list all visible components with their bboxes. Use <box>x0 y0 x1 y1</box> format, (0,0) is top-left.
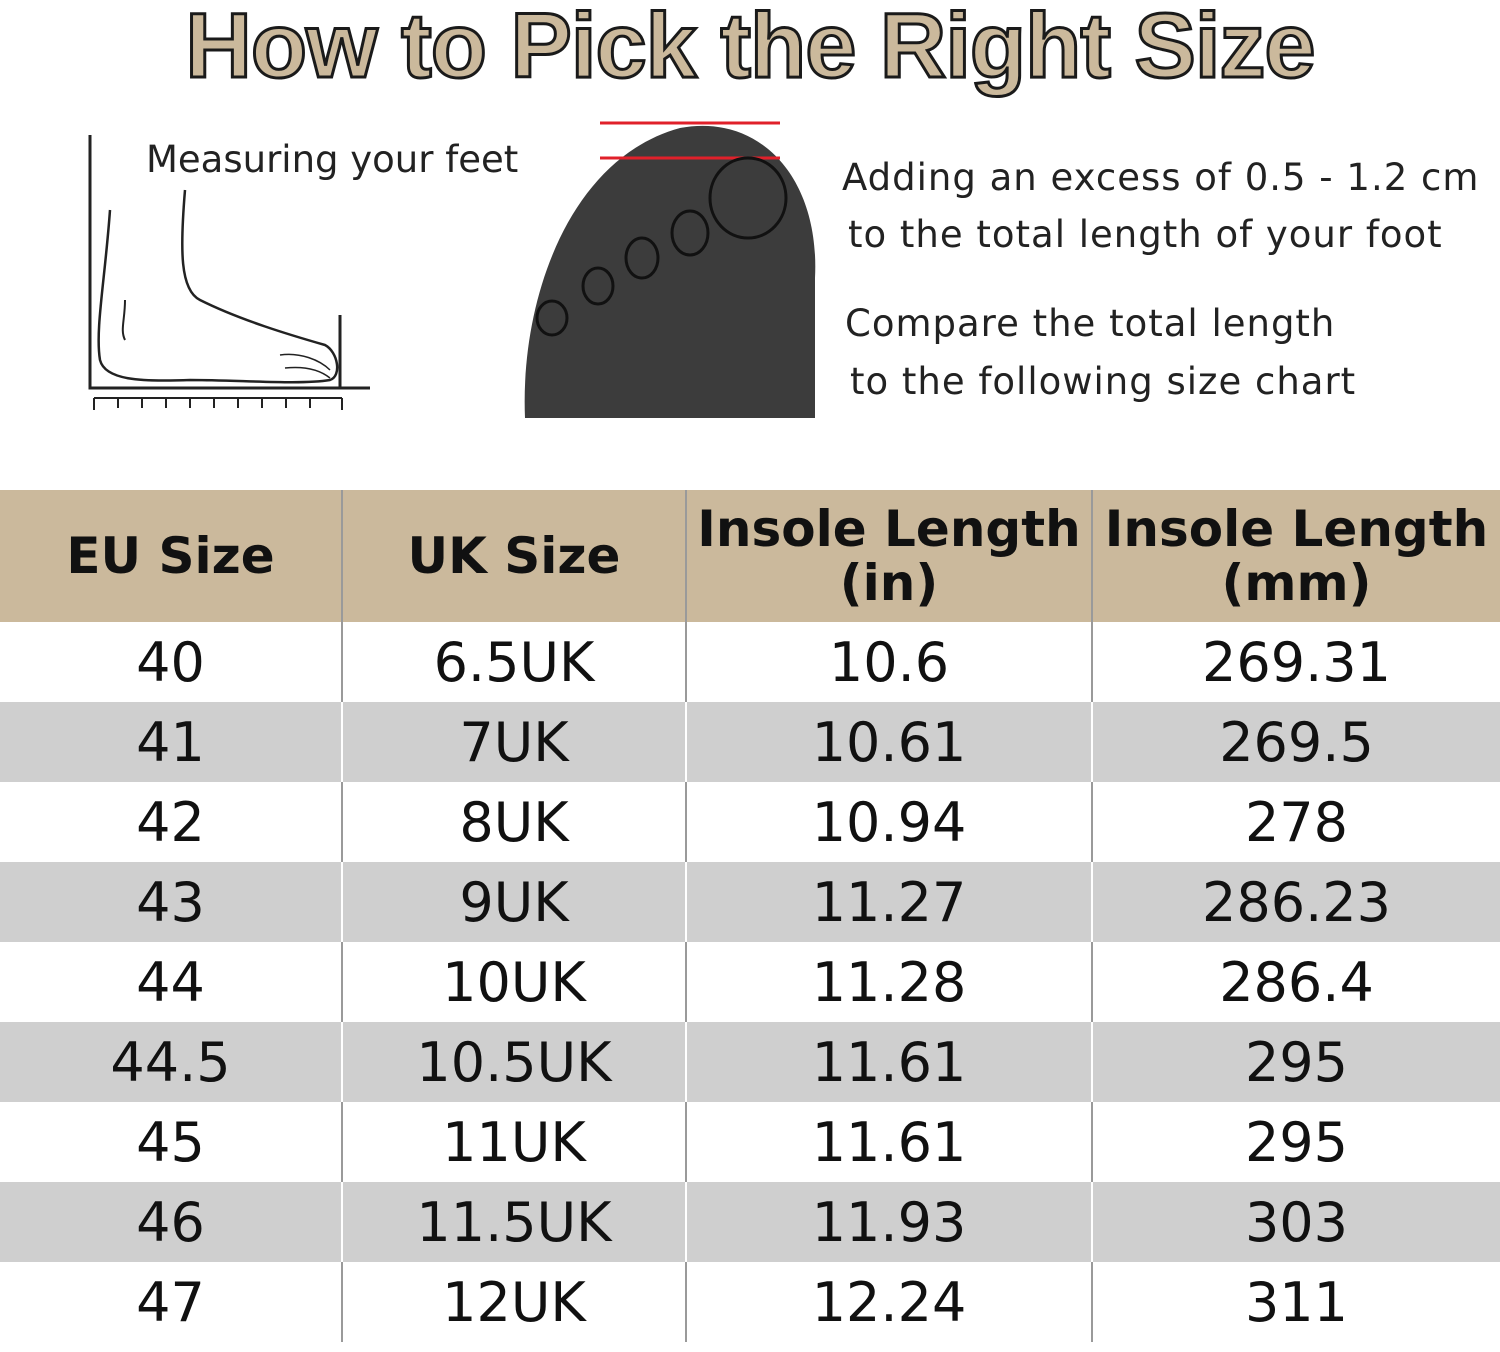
cell-eu-size: 47 <box>136 1270 205 1334</box>
cell-eu-size: 46 <box>0 1182 342 1262</box>
cell-uk-size: 7UK <box>341 702 686 782</box>
cell-insole-in: 11.93 <box>685 1182 1092 1262</box>
cell-eu-size: 44.5 <box>0 1022 342 1102</box>
note-excess: Adding an excess of 0.5 - 1.2 cm <box>842 156 1480 199</box>
header-eu-size: EU Size <box>0 490 342 622</box>
table-row: 42 8UK 10.94 278 <box>0 782 1500 862</box>
foot-measuring-illustration <box>88 135 370 410</box>
cell-eu-size: 44 <box>136 950 205 1014</box>
cell-eu-size: 43 <box>0 862 342 942</box>
cell-insole-in: 11.28 <box>685 942 1092 1022</box>
note-compare-cont: to the following size chart <box>850 360 1357 403</box>
header-insole-in: Insole Length (in) <box>685 490 1092 622</box>
table-row: 44.5 10.5UK 11.61 295 <box>0 1022 1500 1102</box>
cell-eu-size: 45 <box>136 1110 205 1174</box>
note-compare: Compare the total length <box>845 302 1336 345</box>
cell-eu-size: 41 <box>0 702 342 782</box>
cell-uk-size: 12UK <box>341 1262 686 1342</box>
cell-insole-mm: 286.23 <box>1091 862 1500 942</box>
cell-uk-size: 10.5UK <box>341 1022 686 1102</box>
cell-insole-mm: 278 <box>1091 782 1500 862</box>
cell-insole-in: 12.24 <box>685 1262 1092 1342</box>
measuring-label: Measuring your feet <box>146 138 519 181</box>
cell-uk-size: 11.5UK <box>341 1182 686 1262</box>
cell-insole-mm: 286.4 <box>1091 942 1500 1022</box>
cell-insole-in: 10.61 <box>685 702 1092 782</box>
table-header-row: EU Size UK Size Insole Length (in) Insol… <box>0 490 1500 622</box>
table-row: 44 10UK 11.28 286.4 <box>0 942 1500 1022</box>
cell-insole-in: 10.94 <box>685 782 1092 862</box>
toe-sole-illustration <box>524 121 816 418</box>
note-excess-cont: to the total length of your foot <box>848 213 1443 256</box>
table-row: 41 7UK 10.61 269.5 <box>0 702 1500 782</box>
cell-insole-mm: 269.5 <box>1091 702 1500 782</box>
cell-uk-size: 9UK <box>341 862 686 942</box>
cell-uk-size: 8UK <box>341 782 686 862</box>
cell-insole-mm: 303 <box>1091 1182 1500 1262</box>
size-chart-table: EU Size UK Size Insole Length (in) Insol… <box>0 490 1500 1342</box>
table-row: 46 11.5UK 11.93 303 <box>0 1182 1500 1262</box>
cell-eu-size: 42 <box>136 790 205 854</box>
cell-insole-in: 11.61 <box>685 1102 1092 1182</box>
table-row: 43 9UK 11.27 286.23 <box>0 862 1500 942</box>
cell-insole-in: 11.27 <box>685 862 1092 942</box>
cell-insole-mm: 295 <box>1091 1022 1500 1102</box>
table-row: 40 6.5UK 10.6 269.31 <box>0 622 1500 702</box>
table-row: 47 12UK 12.24 311 <box>0 1262 1500 1342</box>
cell-uk-size: 6.5UK <box>341 622 686 702</box>
cell-insole-in: 10.6 <box>685 622 1092 702</box>
page-title: How to Pick the Right Size <box>184 0 1317 99</box>
cell-uk-size: 11UK <box>341 1102 686 1182</box>
cell-insole-mm: 269.31 <box>1091 622 1500 702</box>
cell-insole-mm: 295 <box>1091 1102 1500 1182</box>
cell-uk-size: 10UK <box>341 942 686 1022</box>
cell-eu-size: 40 <box>136 630 205 694</box>
cell-insole-in: 11.61 <box>685 1022 1092 1102</box>
cell-insole-mm: 311 <box>1091 1262 1500 1342</box>
table-row: 45 11UK 11.61 295 <box>0 1102 1500 1182</box>
header-uk-size: UK Size <box>341 490 686 622</box>
header-insole-mm: Insole Length (mm) <box>1091 490 1500 622</box>
